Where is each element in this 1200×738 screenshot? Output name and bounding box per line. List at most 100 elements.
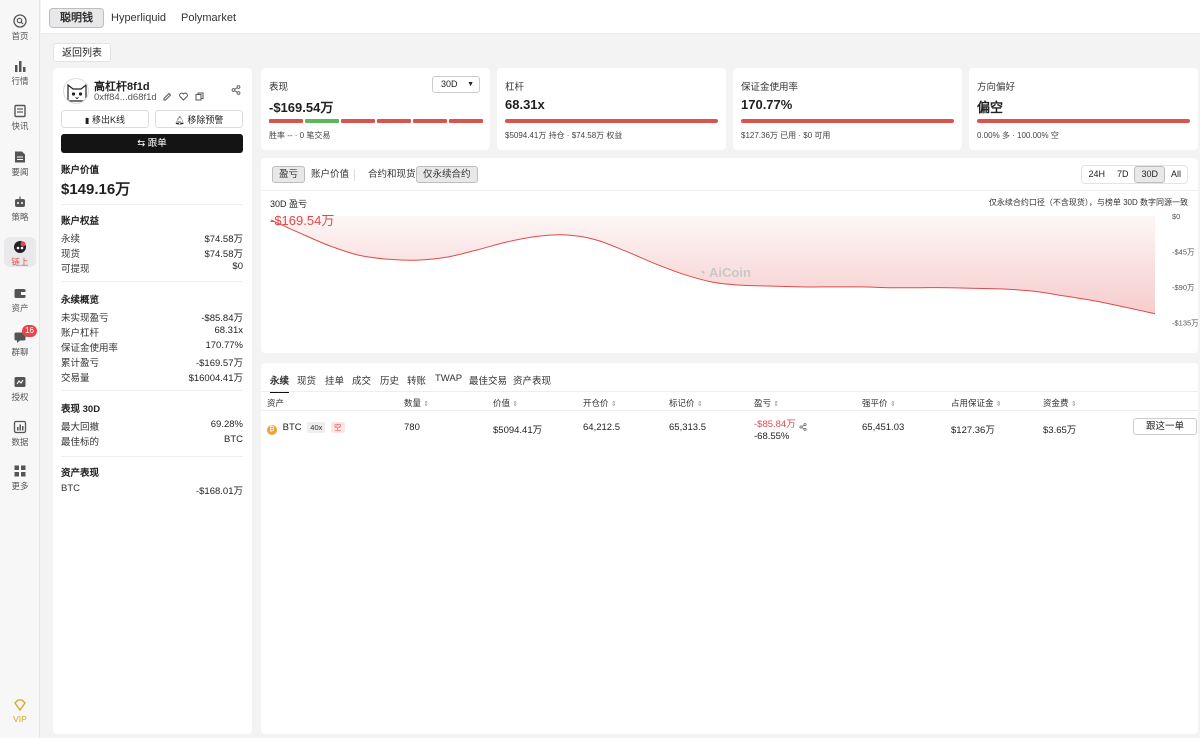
back-to-list-button[interactable]: 返回列表 xyxy=(53,43,111,62)
column-header-qty[interactable]: 数量 ⇕ xyxy=(404,397,429,409)
nav-market[interactable]: 行情 xyxy=(0,59,40,87)
position-pnl-cell: -$85.84万 -68.55% xyxy=(754,416,796,442)
row-value: BTC xyxy=(224,434,243,445)
card-value: 68.31x xyxy=(505,97,545,112)
direction-bar xyxy=(977,119,1190,123)
result-segment xyxy=(413,119,447,123)
tab-perp[interactable]: 永续 xyxy=(270,373,290,393)
pnl-series-line xyxy=(270,219,1156,315)
row-value: 170.77% xyxy=(205,340,243,351)
wallet-icon xyxy=(14,289,26,298)
avatar xyxy=(63,78,89,104)
tab-asset-performance[interactable]: 资产表现 xyxy=(513,376,552,387)
share-icon[interactable] xyxy=(799,423,807,431)
nav-flash[interactable]: 快讯 xyxy=(0,104,40,132)
nav-vip[interactable]: VIP xyxy=(0,698,40,724)
row-value: 68.31x xyxy=(214,325,243,336)
column-header-pnl[interactable]: 盈亏 ⇕ xyxy=(754,397,779,409)
nav-onchain[interactable]: 链上 xyxy=(4,237,36,267)
period-select[interactable]: 30D ▼ xyxy=(432,76,480,93)
chain-icon xyxy=(14,241,26,253)
equity-row: 现货 $74.58万 xyxy=(61,246,243,260)
column-header-liq[interactable]: 强平价 ⇕ xyxy=(862,397,896,409)
tab-polymarket[interactable]: Polymarket xyxy=(181,12,237,24)
nav-headlines[interactable]: 要闻 xyxy=(0,150,40,178)
row-value: $74.58万 xyxy=(204,249,243,260)
bell-icon: 🔔︎ xyxy=(174,116,185,125)
tab-open-orders[interactable]: 挂单 xyxy=(325,376,345,387)
asset-performance-title: 资产表现 xyxy=(61,468,100,479)
range-7d[interactable]: 7D xyxy=(1116,169,1129,179)
tab-perp-only[interactable]: 仅永续合约 xyxy=(416,166,478,183)
performance-30d-title: 表现 30D xyxy=(61,404,101,415)
tab-pnl[interactable]: 盈亏 xyxy=(272,166,306,183)
tab-hyperliquid[interactable]: Hyperliquid xyxy=(111,12,167,24)
chevron-down-icon: ▼ xyxy=(467,81,474,88)
row-key: 可提现 xyxy=(61,264,90,275)
column-header-asset: 资产 xyxy=(267,398,285,408)
column-header-funding[interactable]: 资金费 ⇕ xyxy=(1043,397,1077,409)
grid-icon xyxy=(14,465,26,477)
tab-history[interactable]: 历史 xyxy=(380,376,400,387)
search-home-icon xyxy=(13,14,27,28)
tab-account-value[interactable]: 账户价值 xyxy=(311,169,350,180)
row-key: 账户杠杆 xyxy=(61,328,100,339)
copy-this-position-button[interactable]: 跟这一单 xyxy=(1133,418,1197,435)
copy-icon[interactable] xyxy=(195,92,204,101)
profile-panel: 高杠杆8f1d 0xff84...d68f1d ▮ 移出K线 🔔︎ 移除预警 ⇆… xyxy=(53,68,252,734)
tab-spot[interactable]: 现货 xyxy=(297,376,317,387)
row-key: 现货 xyxy=(61,249,81,260)
nav-assets[interactable]: 资产 xyxy=(0,286,40,314)
card-value: 170.77% xyxy=(741,97,793,112)
range-30d[interactable]: 30D xyxy=(1134,166,1165,183)
y-tick-label: -$90万 xyxy=(1172,283,1195,292)
tab-fills[interactable]: 成交 xyxy=(352,376,372,387)
column-header-entry[interactable]: 开仓价 ⇕ xyxy=(583,397,617,409)
copy-trade-button[interactable]: ⇆ 跟单 xyxy=(61,134,243,153)
card-subtext: 0.00% 多 · 100.00% 空 xyxy=(977,131,1059,140)
nav-more[interactable]: 更多 xyxy=(0,464,40,492)
y-tick-label: -$135万 xyxy=(1172,318,1198,327)
row-key: 永续 xyxy=(61,234,81,245)
tab-transfers[interactable]: 转账 xyxy=(407,376,427,387)
remove-alert-button[interactable]: 🔔︎ 移除预警 xyxy=(155,110,243,128)
equity-title: 账户权益 xyxy=(61,216,100,227)
range-24h[interactable]: 24H xyxy=(1088,169,1105,179)
card-value: -$169.54万 xyxy=(269,100,334,115)
position-asset-cell: ₿ BTC 40x 空 xyxy=(267,422,345,435)
result-segment xyxy=(449,119,483,123)
nav-label: 首页 xyxy=(11,31,29,41)
edit-icon[interactable] xyxy=(163,92,172,101)
asset-row: BTC -$168.01万 xyxy=(61,483,243,497)
nav-label: 授权 xyxy=(11,392,29,402)
tab-best-trades[interactable]: 最佳交易 xyxy=(469,376,508,387)
nav-home[interactable]: 首页 xyxy=(0,14,40,42)
authorize-icon xyxy=(14,377,26,387)
nav-data[interactable]: 数据 xyxy=(0,420,40,448)
wallet-name: 高杠杆8f1d xyxy=(94,81,150,93)
column-header-value[interactable]: 价值 ⇕ xyxy=(493,397,518,409)
button-label: 跟单 xyxy=(147,138,167,149)
left-nav: 首页 行情 快讯 要闻 策略 链上 资产 16 群聊 授权 数据 更多 xyxy=(0,0,40,738)
divider xyxy=(61,390,243,391)
nav-authorize[interactable]: 授权 xyxy=(0,375,40,403)
column-header-margin[interactable]: 占用保证金 ⇕ xyxy=(951,397,1002,409)
tab-smart-money[interactable]: 聪明钱 xyxy=(49,8,104,28)
tab-twap[interactable]: TWAP xyxy=(435,373,463,384)
tab-contract-and-spot[interactable]: 合约和现货 xyxy=(368,169,416,180)
range-all[interactable]: All xyxy=(1170,169,1181,179)
column-header-mark[interactable]: 标记价 ⇕ xyxy=(669,397,703,409)
divider xyxy=(261,391,1198,392)
watermark-logo: ◔ AiCoin xyxy=(698,265,751,280)
nav-strategy[interactable]: 策略 xyxy=(0,195,40,223)
nav-groupchat[interactable]: 16 群聊 xyxy=(0,325,40,358)
chart-title: 30D 盈亏 xyxy=(270,199,308,209)
row-key: 最大回撤 xyxy=(61,422,100,433)
header-label: 占用保证金 xyxy=(951,398,994,408)
card-subtext: 胜率 -- · 0 笔交易 xyxy=(269,131,331,140)
card-label: 保证金使用率 xyxy=(741,82,799,93)
equity-row: 永续 $74.58万 xyxy=(61,231,243,245)
share-icon[interactable] xyxy=(231,85,241,95)
remove-kline-button[interactable]: ▮ 移出K线 xyxy=(61,110,149,128)
heart-icon[interactable] xyxy=(179,92,188,101)
